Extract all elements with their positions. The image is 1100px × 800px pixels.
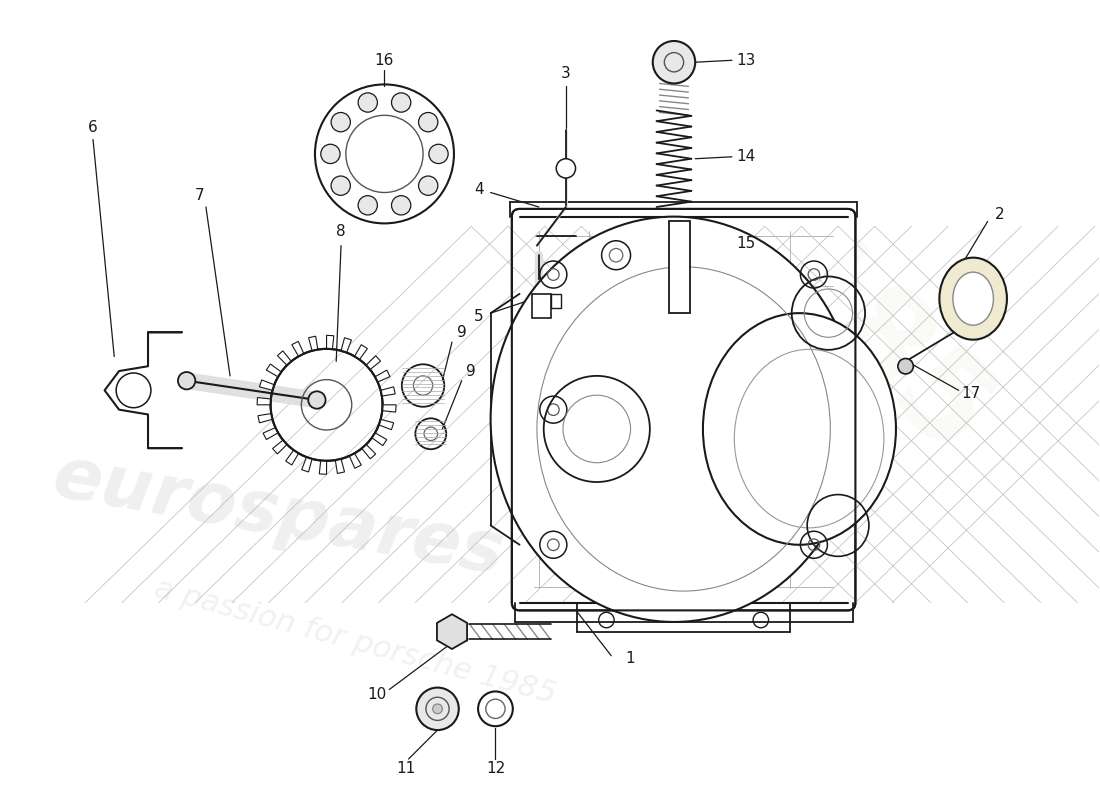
Bar (532, 294, 551, 318)
Bar (551, 294, 561, 308)
Text: 7: 7 (195, 188, 204, 203)
Polygon shape (382, 405, 396, 412)
Text: 185: 185 (741, 217, 1012, 487)
Polygon shape (286, 450, 298, 465)
Polygon shape (260, 380, 274, 390)
Polygon shape (257, 398, 271, 405)
Circle shape (652, 41, 695, 83)
Bar (669, 222, 691, 313)
Text: 8: 8 (337, 224, 345, 238)
Text: 16: 16 (375, 53, 394, 68)
Circle shape (557, 158, 575, 178)
Circle shape (416, 687, 459, 730)
Polygon shape (266, 364, 282, 377)
Text: 5: 5 (474, 309, 484, 323)
Text: 6: 6 (88, 120, 98, 135)
Polygon shape (378, 419, 394, 430)
Polygon shape (263, 427, 278, 439)
Text: 15: 15 (737, 236, 756, 251)
FancyBboxPatch shape (512, 209, 856, 610)
Polygon shape (277, 351, 292, 366)
Polygon shape (327, 335, 333, 349)
Polygon shape (336, 459, 344, 474)
Text: 12: 12 (486, 761, 505, 776)
Ellipse shape (491, 217, 857, 622)
Text: 9: 9 (456, 325, 466, 340)
Polygon shape (309, 336, 318, 350)
Text: 11: 11 (396, 761, 416, 776)
Circle shape (178, 372, 196, 390)
Ellipse shape (953, 272, 993, 326)
Circle shape (432, 704, 442, 714)
Circle shape (331, 176, 351, 195)
Text: 3: 3 (561, 66, 571, 82)
Circle shape (359, 93, 377, 112)
Circle shape (359, 196, 377, 215)
Text: 2: 2 (996, 207, 1005, 222)
Text: 1: 1 (626, 651, 636, 666)
Polygon shape (437, 614, 468, 649)
Polygon shape (350, 454, 361, 468)
Circle shape (898, 358, 913, 374)
Polygon shape (292, 342, 304, 356)
Polygon shape (381, 387, 395, 396)
Text: eurospares: eurospares (47, 442, 509, 590)
Polygon shape (319, 461, 327, 474)
Text: 17: 17 (961, 386, 981, 401)
Text: 9: 9 (466, 363, 476, 378)
Polygon shape (372, 433, 387, 446)
Ellipse shape (939, 258, 1006, 340)
Circle shape (478, 691, 513, 726)
Circle shape (331, 113, 351, 132)
Text: 4: 4 (474, 182, 484, 197)
Text: 10: 10 (367, 687, 386, 702)
Circle shape (392, 93, 410, 112)
Polygon shape (354, 345, 367, 359)
Circle shape (308, 391, 326, 409)
Polygon shape (257, 414, 273, 423)
Polygon shape (362, 445, 376, 459)
Circle shape (418, 176, 438, 195)
Polygon shape (301, 457, 312, 472)
Polygon shape (375, 370, 390, 382)
Polygon shape (273, 440, 287, 454)
Text: 13: 13 (737, 53, 756, 68)
Polygon shape (341, 338, 352, 353)
Circle shape (429, 144, 448, 163)
Circle shape (321, 144, 340, 163)
Ellipse shape (703, 313, 895, 545)
Circle shape (392, 196, 410, 215)
Text: 14: 14 (737, 150, 756, 164)
Text: a passion for porsche 1985: a passion for porsche 1985 (152, 574, 560, 709)
Circle shape (418, 113, 438, 132)
Polygon shape (366, 356, 381, 370)
